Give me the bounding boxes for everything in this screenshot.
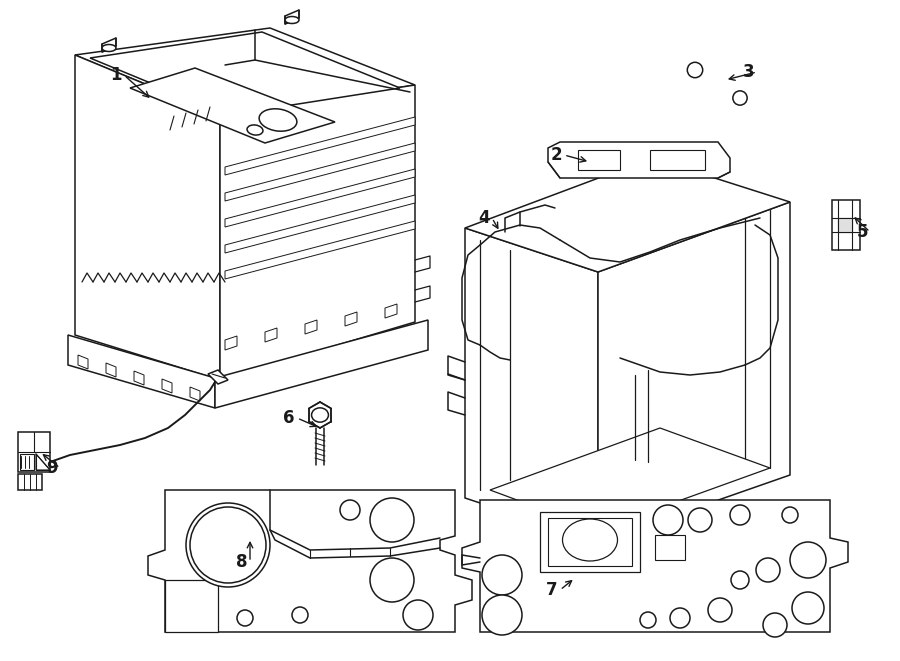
Polygon shape bbox=[225, 117, 415, 175]
Polygon shape bbox=[528, 530, 537, 542]
Ellipse shape bbox=[292, 607, 308, 623]
Ellipse shape bbox=[790, 542, 826, 578]
Text: 9: 9 bbox=[46, 459, 58, 477]
Ellipse shape bbox=[733, 91, 747, 105]
Polygon shape bbox=[541, 530, 550, 542]
Polygon shape bbox=[650, 150, 705, 170]
Polygon shape bbox=[130, 68, 335, 143]
Polygon shape bbox=[225, 169, 415, 227]
Polygon shape bbox=[18, 474, 42, 490]
Ellipse shape bbox=[247, 125, 263, 135]
Polygon shape bbox=[548, 142, 730, 178]
Polygon shape bbox=[515, 530, 524, 542]
Ellipse shape bbox=[259, 109, 297, 132]
Polygon shape bbox=[36, 454, 50, 470]
Polygon shape bbox=[165, 580, 218, 632]
Polygon shape bbox=[190, 387, 200, 401]
Text: 8: 8 bbox=[236, 553, 248, 571]
Polygon shape bbox=[598, 202, 790, 542]
Ellipse shape bbox=[782, 507, 798, 523]
Polygon shape bbox=[838, 218, 852, 232]
Text: 5: 5 bbox=[856, 223, 868, 241]
Ellipse shape bbox=[285, 17, 299, 24]
Polygon shape bbox=[567, 530, 576, 542]
Polygon shape bbox=[832, 200, 860, 250]
Text: 4: 4 bbox=[478, 209, 490, 227]
Polygon shape bbox=[225, 221, 415, 279]
Polygon shape bbox=[78, 355, 88, 369]
Ellipse shape bbox=[725, 84, 754, 112]
Polygon shape bbox=[215, 320, 428, 408]
Text: 2: 2 bbox=[550, 146, 562, 164]
Ellipse shape bbox=[562, 519, 617, 561]
Ellipse shape bbox=[190, 507, 266, 583]
Ellipse shape bbox=[482, 555, 522, 595]
Polygon shape bbox=[465, 228, 598, 542]
Ellipse shape bbox=[653, 505, 683, 535]
Polygon shape bbox=[220, 85, 415, 380]
Polygon shape bbox=[385, 304, 397, 318]
Polygon shape bbox=[106, 363, 116, 377]
Polygon shape bbox=[225, 336, 237, 350]
Polygon shape bbox=[18, 432, 50, 472]
Polygon shape bbox=[225, 195, 415, 253]
Polygon shape bbox=[502, 530, 511, 542]
Text: 1: 1 bbox=[110, 66, 122, 84]
Polygon shape bbox=[578, 150, 620, 170]
Polygon shape bbox=[20, 454, 34, 470]
Ellipse shape bbox=[730, 505, 750, 525]
Polygon shape bbox=[68, 335, 215, 408]
Polygon shape bbox=[148, 490, 472, 632]
Ellipse shape bbox=[186, 503, 270, 587]
Ellipse shape bbox=[680, 55, 710, 85]
Ellipse shape bbox=[708, 598, 732, 622]
Polygon shape bbox=[75, 55, 220, 380]
Polygon shape bbox=[265, 328, 277, 342]
Ellipse shape bbox=[482, 595, 522, 635]
Polygon shape bbox=[606, 530, 615, 542]
Text: 6: 6 bbox=[284, 409, 295, 427]
Polygon shape bbox=[548, 518, 632, 566]
Ellipse shape bbox=[340, 500, 360, 520]
Ellipse shape bbox=[688, 62, 703, 78]
Ellipse shape bbox=[403, 600, 433, 630]
Polygon shape bbox=[285, 10, 299, 24]
Ellipse shape bbox=[792, 592, 824, 624]
Ellipse shape bbox=[311, 408, 328, 422]
Polygon shape bbox=[90, 32, 400, 115]
Polygon shape bbox=[465, 158, 790, 272]
Ellipse shape bbox=[763, 613, 787, 637]
Polygon shape bbox=[580, 530, 589, 542]
Ellipse shape bbox=[731, 571, 749, 589]
Polygon shape bbox=[208, 370, 228, 384]
Polygon shape bbox=[593, 530, 602, 542]
Polygon shape bbox=[225, 143, 415, 201]
Polygon shape bbox=[75, 28, 415, 115]
Polygon shape bbox=[490, 428, 770, 530]
Polygon shape bbox=[462, 500, 848, 632]
Text: 3: 3 bbox=[743, 63, 755, 81]
Text: 7: 7 bbox=[546, 581, 558, 599]
Ellipse shape bbox=[670, 608, 690, 628]
Polygon shape bbox=[540, 512, 640, 572]
Polygon shape bbox=[134, 371, 144, 385]
Ellipse shape bbox=[370, 498, 414, 542]
Polygon shape bbox=[162, 379, 172, 393]
Ellipse shape bbox=[640, 612, 656, 628]
Polygon shape bbox=[102, 38, 116, 52]
Polygon shape bbox=[345, 312, 357, 326]
Ellipse shape bbox=[102, 44, 116, 52]
Polygon shape bbox=[305, 320, 317, 334]
Ellipse shape bbox=[688, 508, 712, 532]
Ellipse shape bbox=[756, 558, 780, 582]
Ellipse shape bbox=[370, 558, 414, 602]
Polygon shape bbox=[655, 535, 685, 560]
Polygon shape bbox=[554, 530, 563, 542]
Ellipse shape bbox=[237, 610, 253, 626]
